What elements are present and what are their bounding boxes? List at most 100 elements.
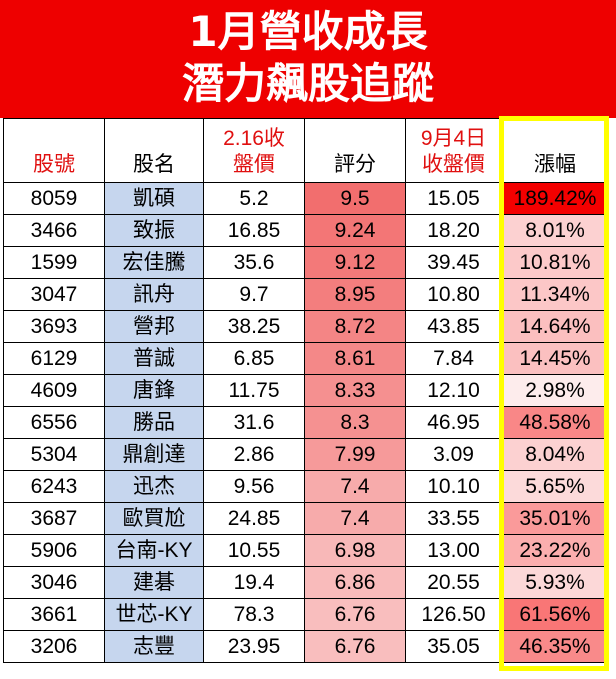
cell-price-sep4: 33.55 [405,502,502,535]
cell-code: 6129 [3,342,105,375]
cell-code: 3466 [3,214,105,247]
cell-price-feb16: 9.56 [203,470,305,503]
header-price-feb16: 2.16收 盤價 [203,118,305,183]
cell-change: 14.64% [501,310,609,343]
cell-price-feb16: 24.85 [203,502,305,535]
cell-change: 46.35% [501,630,609,663]
table-row: 3661 世芯-KY 78.3 6.76 126.50 61.56% [3,598,609,631]
title-line-1: 1月營收成長 [188,7,428,56]
cell-change: 5.65% [501,470,609,503]
cell-name: 勝品 [104,406,204,439]
cell-score: 7.4 [304,502,406,535]
cell-price-feb16: 9.7 [203,278,305,311]
cell-price-feb16: 16.85 [203,214,305,247]
cell-name: 世芯-KY [104,598,204,631]
cell-score: 8.61 [304,342,406,375]
cell-code: 3693 [3,310,105,343]
cell-change: 23.22% [501,534,609,567]
cell-code: 6243 [3,470,105,503]
table-row: 8059 凱碩 5.2 9.5 15.05 189.42% [3,182,609,215]
cell-name: 營邦 [104,310,204,343]
cell-price-sep4: 15.05 [405,182,502,215]
cell-price-sep4: 7.84 [405,342,502,375]
header-row: 股號 股名 2.16收 盤價 評分 9月4日 收盤價 漲幅 [3,118,609,183]
title-line-2: 潛力飆股追蹤 [181,59,434,108]
cell-change: 10.81% [501,246,609,279]
table-row: 6243 迅杰 9.56 7.4 10.10 5.65% [3,470,609,503]
cell-price-sep4: 3.09 [405,438,502,471]
cell-name: 台南-KY [104,534,204,567]
cell-price-sep4: 10.80 [405,278,502,311]
cell-price-sep4: 126.50 [405,598,502,631]
cell-code: 3687 [3,502,105,535]
cell-code: 4609 [3,374,105,407]
cell-price-sep4: 43.85 [405,310,502,343]
cell-price-sep4: 12.10 [405,374,502,407]
header-code: 股號 [3,118,105,183]
table-row: 3693 營邦 38.25 8.72 43.85 14.64% [3,310,609,343]
cell-code: 3046 [3,566,105,599]
cell-score: 7.99 [304,438,406,471]
cell-code: 1599 [3,246,105,279]
cell-price-sep4: 20.55 [405,566,502,599]
cell-price-feb16: 31.6 [203,406,305,439]
stock-table: 股號 股名 2.16收 盤價 評分 9月4日 收盤價 漲幅 8059 凱碩 5.2 9… [3,118,609,663]
cell-price-sep4: 13.00 [405,534,502,567]
cell-score: 8.3 [304,406,406,439]
cell-price-feb16: 23.95 [203,630,305,663]
table-row: 5906 台南-KY 10.55 6.98 13.00 23.22% [3,534,609,567]
cell-name: 宏佳騰 [104,246,204,279]
cell-change: 8.04% [501,438,609,471]
table-row: 3047 訊舟 9.7 8.95 10.80 11.34% [3,278,609,311]
cell-price-feb16: 38.25 [203,310,305,343]
table-row: 3206 志豐 23.95 6.76 35.05 46.35% [3,630,609,663]
cell-code: 3206 [3,630,105,663]
cell-price-sep4: 39.45 [405,246,502,279]
header-change: 漲幅 [501,118,609,183]
cell-name: 歐買尬 [104,502,204,535]
cell-price-sep4: 35.05 [405,630,502,663]
cell-score: 7.4 [304,470,406,503]
cell-score: 6.76 [304,630,406,663]
cell-change: 61.56% [501,598,609,631]
cell-price-sep4: 18.20 [405,214,502,247]
title-banner: 1月營收成長 潛力飆股追蹤 [0,0,616,118]
cell-change: 11.34% [501,278,609,311]
cell-price-feb16: 35.6 [203,246,305,279]
cell-name: 普誠 [104,342,204,375]
cell-price-feb16: 10.55 [203,534,305,567]
cell-name: 凱碩 [104,182,204,215]
cell-score: 6.98 [304,534,406,567]
cell-price-sep4: 46.95 [405,406,502,439]
cell-change: 5.93% [501,566,609,599]
cell-score: 6.76 [304,598,406,631]
cell-change: 8.01% [501,214,609,247]
cell-price-feb16: 11.75 [203,374,305,407]
table-row: 3046 建碁 19.4 6.86 20.55 5.93% [3,566,609,599]
cell-price-feb16: 2.86 [203,438,305,471]
cell-score: 8.33 [304,374,406,407]
cell-code: 5906 [3,534,105,567]
cell-name: 唐鋒 [104,374,204,407]
cell-score: 9.12 [304,246,406,279]
cell-price-feb16: 5.2 [203,182,305,215]
cell-code: 5304 [3,438,105,471]
header-name: 股名 [104,118,204,183]
header-price-sep4: 9月4日 收盤價 [405,118,502,183]
cell-code: 3047 [3,278,105,311]
table-row: 3687 歐買尬 24.85 7.4 33.55 35.01% [3,502,609,535]
cell-name: 迅杰 [104,470,204,503]
cell-score: 9.24 [304,214,406,247]
cell-score: 8.95 [304,278,406,311]
cell-code: 8059 [3,182,105,215]
cell-price-feb16: 6.85 [203,342,305,375]
cell-score: 8.72 [304,310,406,343]
header-score: 評分 [304,118,406,183]
cell-code: 3661 [3,598,105,631]
table-row: 6556 勝品 31.6 8.3 46.95 48.58% [3,406,609,439]
table-row: 6129 普誠 6.85 8.61 7.84 14.45% [3,342,609,375]
cell-price-sep4: 10.10 [405,470,502,503]
cell-score: 6.86 [304,566,406,599]
table-row: 3466 致振 16.85 9.24 18.20 8.01% [3,214,609,247]
table-row: 4609 唐鋒 11.75 8.33 12.10 2.98% [3,374,609,407]
